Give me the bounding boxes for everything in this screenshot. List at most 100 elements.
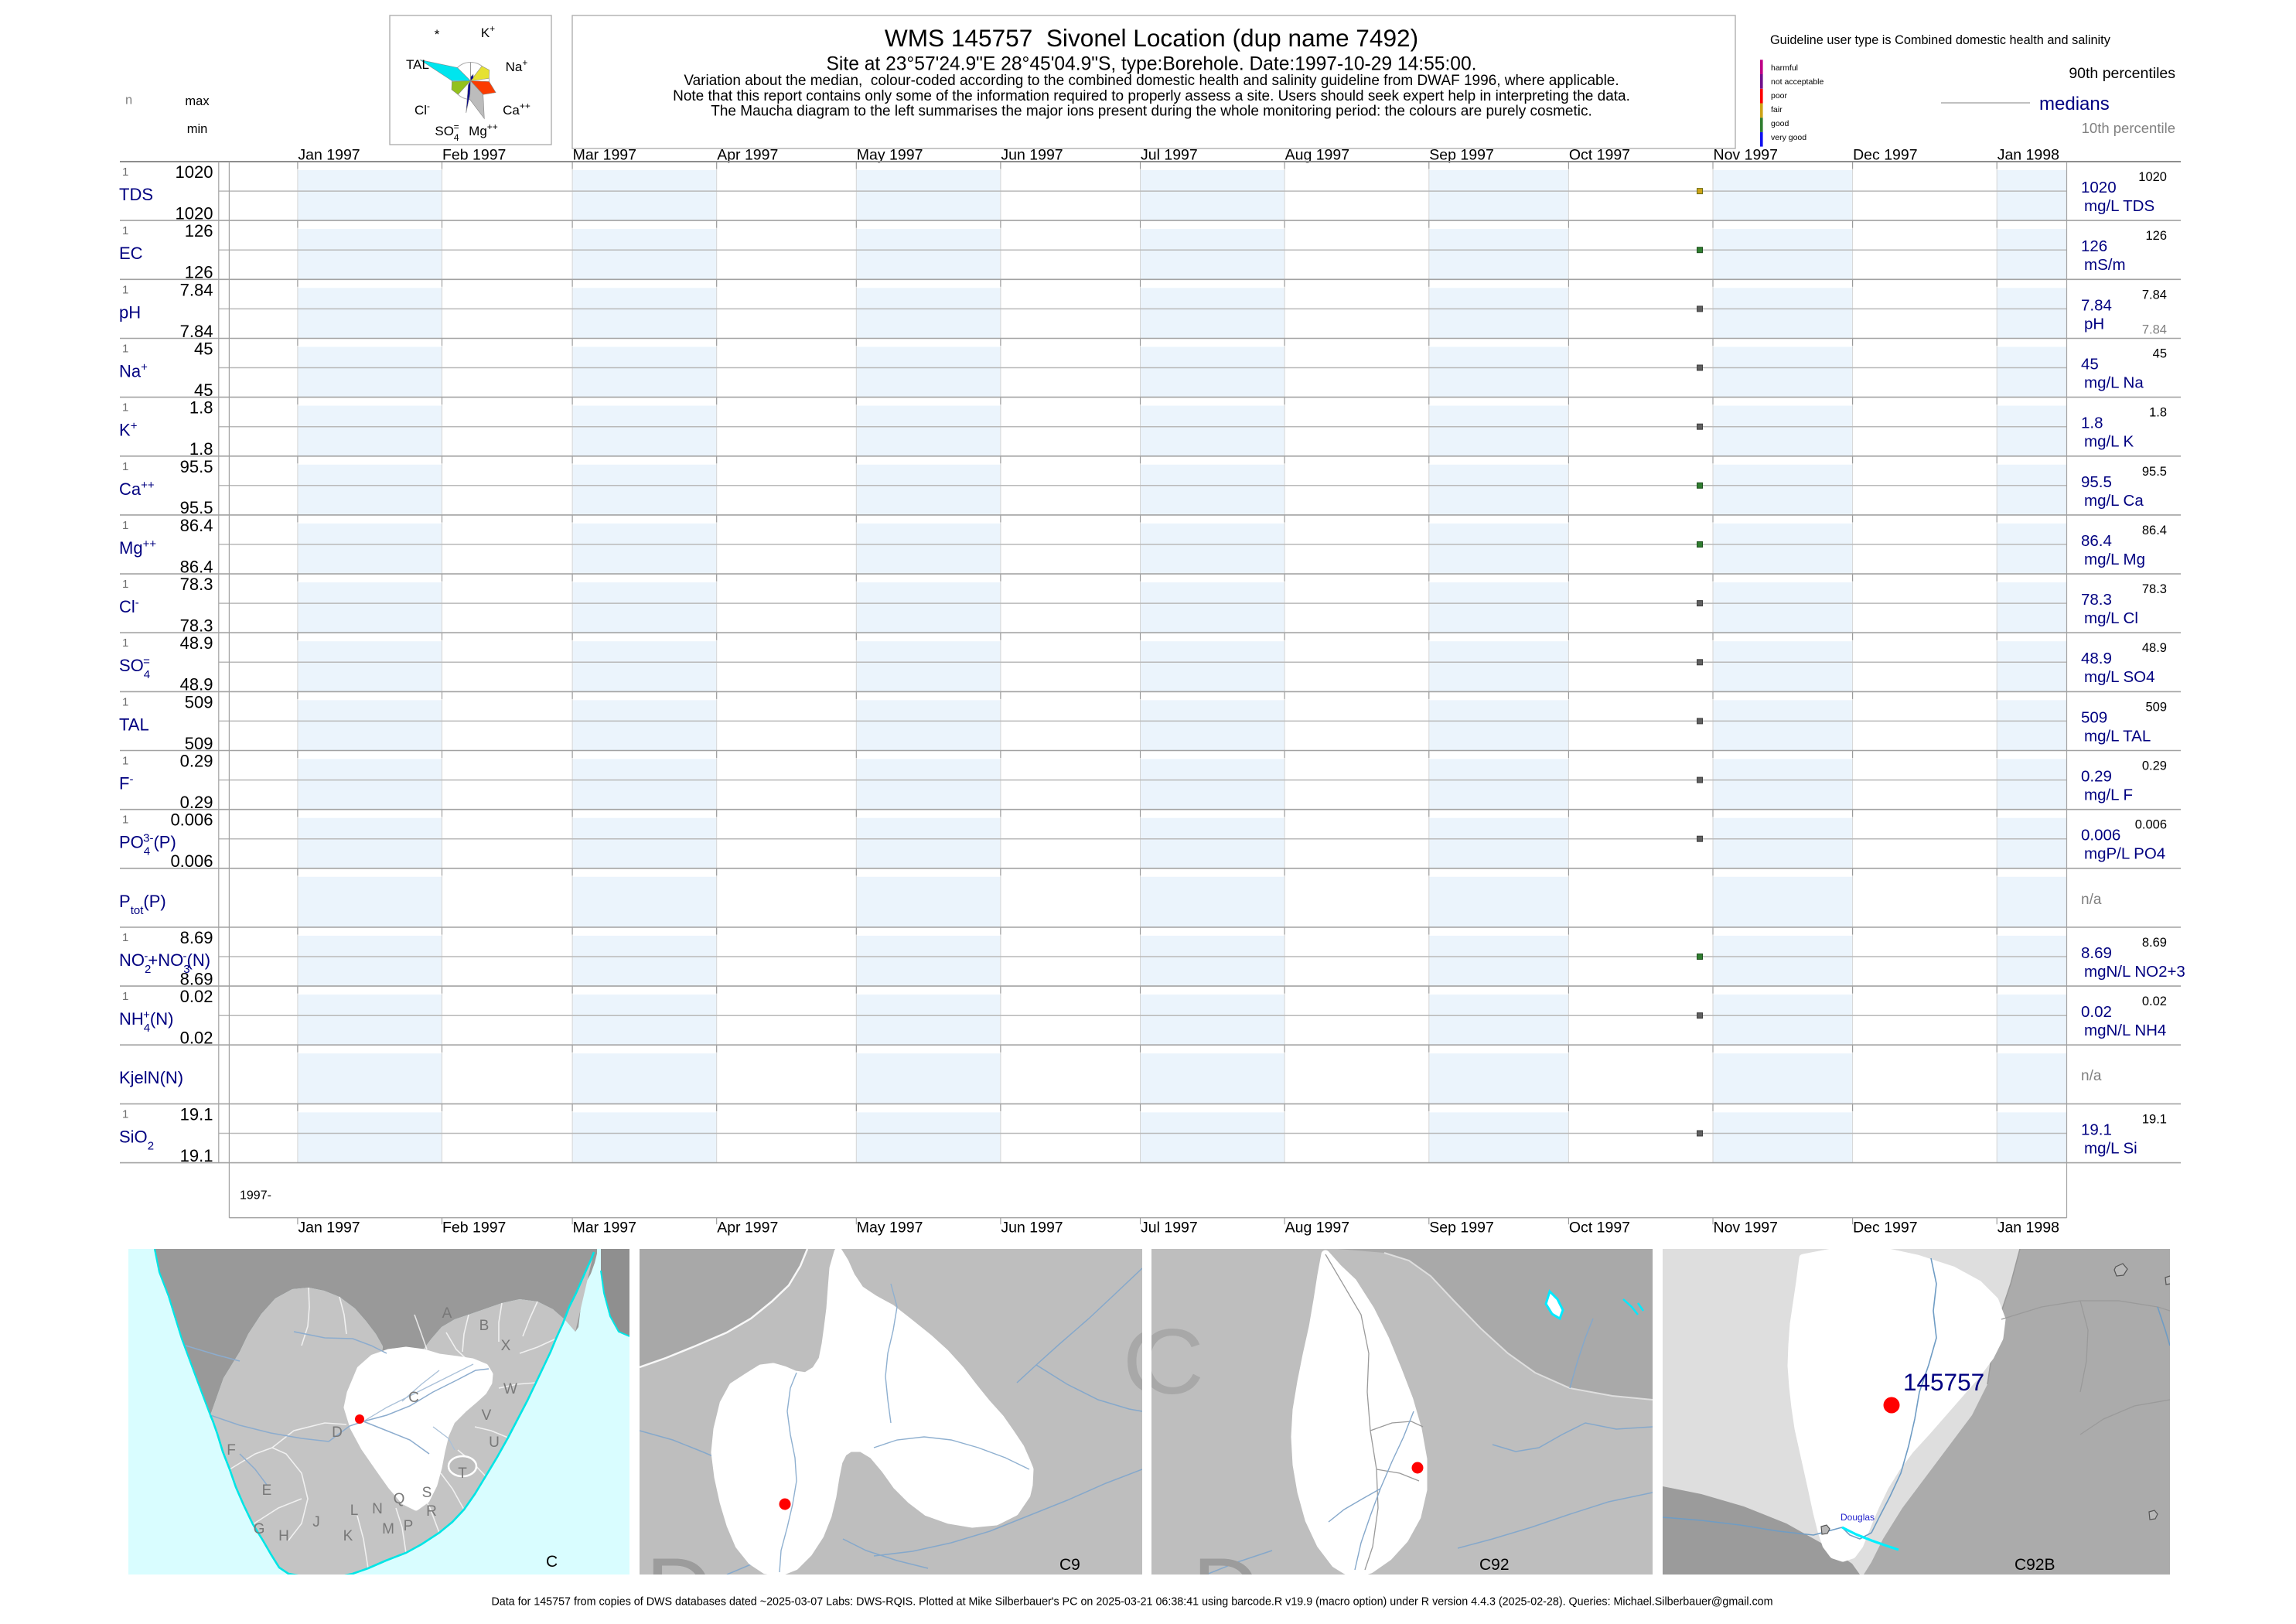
- svg-text:X: X: [501, 1338, 511, 1354]
- svg-text:86.4: 86.4: [180, 516, 213, 535]
- svg-text:R: R: [426, 1503, 437, 1520]
- svg-text:8.69: 8.69: [180, 928, 213, 947]
- svg-text:G: G: [254, 1521, 265, 1537]
- svg-text:C9: C9: [1059, 1556, 1080, 1574]
- svg-text:Feb 1997: Feb 1997: [442, 1219, 506, 1236]
- svg-text:C92: C92: [1479, 1556, 1510, 1574]
- svg-text:45: 45: [2153, 347, 2167, 361]
- svg-text:7.84: 7.84: [2142, 322, 2167, 336]
- svg-text:TDS: TDS: [119, 185, 153, 204]
- svg-text:0.006: 0.006: [2081, 827, 2120, 844]
- svg-text:min: min: [187, 122, 208, 136]
- svg-text:C: C: [408, 1390, 419, 1406]
- svg-text:8.69: 8.69: [2142, 936, 2167, 950]
- svg-text:509: 509: [2145, 700, 2167, 714]
- svg-text:mg/L SO4: mg/L SO4: [2084, 668, 2155, 686]
- svg-text:95.5: 95.5: [180, 498, 213, 517]
- svg-text:19.1: 19.1: [2081, 1121, 2112, 1138]
- svg-text:Nov 1997: Nov 1997: [1714, 1219, 1778, 1236]
- svg-text:Cl-: Cl-: [415, 101, 430, 118]
- svg-text:S: S: [422, 1485, 432, 1501]
- svg-text:mgN/L NO2+3: mgN/L NO2+3: [2084, 963, 2185, 981]
- svg-text:Jan 1998: Jan 1998: [1997, 1219, 2059, 1236]
- svg-text:mg/L TDS: mg/L TDS: [2084, 197, 2154, 215]
- svg-text:0.02: 0.02: [2142, 995, 2167, 1008]
- svg-text:Jan 1998: Jan 1998: [1997, 147, 2059, 164]
- svg-text:0.29: 0.29: [180, 793, 213, 812]
- svg-text:48.9: 48.9: [180, 675, 213, 694]
- svg-text:Jan 1997: Jan 1997: [298, 1219, 360, 1236]
- svg-text:pH: pH: [119, 302, 141, 322]
- svg-text:Jul 1997: Jul 1997: [1141, 1219, 1198, 1236]
- svg-text:Note that this report contains: Note that this report contains only some…: [673, 88, 1630, 104]
- svg-text:max: max: [185, 94, 210, 108]
- svg-text:95.5: 95.5: [180, 457, 213, 476]
- svg-text:mg/L Ca: mg/L Ca: [2084, 492, 2144, 510]
- svg-text:F: F: [227, 1442, 236, 1459]
- svg-text:J: J: [312, 1514, 320, 1530]
- svg-text:C92B: C92B: [2015, 1556, 2055, 1574]
- svg-text:mg/L TAL: mg/L TAL: [2084, 727, 2151, 745]
- svg-text:Aug 1997: Aug 1997: [1285, 1219, 1350, 1236]
- svg-text:Variation about the median, c: Variation about the median, colour-coded…: [684, 73, 1619, 89]
- svg-text:P: P: [404, 1518, 414, 1534]
- svg-text:Jun 1997: Jun 1997: [1001, 1219, 1063, 1236]
- svg-text:mS/m: mS/m: [2084, 256, 2126, 274]
- svg-text:1: 1: [122, 343, 128, 356]
- svg-text:Sep 1997: Sep 1997: [1429, 147, 1494, 164]
- svg-text:45: 45: [2081, 356, 2099, 374]
- svg-text:D: D: [646, 1539, 713, 1624]
- svg-text:Sep 1997: Sep 1997: [1429, 1219, 1494, 1236]
- svg-text:TAL: TAL: [406, 57, 429, 72]
- svg-text:1: 1: [122, 401, 128, 415]
- svg-text:0.29: 0.29: [180, 752, 213, 771]
- svg-text:harmful: harmful: [1771, 63, 1798, 73]
- svg-text:TAL: TAL: [119, 715, 149, 734]
- svg-text:95.5: 95.5: [2142, 465, 2167, 479]
- svg-text:48.9: 48.9: [180, 633, 213, 653]
- svg-text:45: 45: [194, 339, 213, 359]
- svg-text:126: 126: [185, 263, 213, 282]
- svg-text:19.1: 19.1: [2142, 1112, 2167, 1126]
- svg-text:Data for 145757 from copies of: Data for 145757 from copies of DWS datab…: [491, 1596, 1772, 1609]
- svg-text:8.69: 8.69: [180, 970, 213, 989]
- svg-text:95.5: 95.5: [2081, 473, 2112, 491]
- svg-text:509: 509: [185, 734, 213, 753]
- svg-text:86.4: 86.4: [2081, 532, 2112, 550]
- svg-text:L: L: [350, 1503, 359, 1519]
- svg-text:M: M: [382, 1521, 394, 1537]
- svg-text:1: 1: [122, 931, 128, 944]
- svg-text:pH: pH: [2084, 315, 2104, 333]
- svg-text:C: C: [1123, 1310, 1190, 1414]
- svg-text:mg/L Si: mg/L Si: [2084, 1139, 2137, 1157]
- svg-text:1: 1: [122, 695, 128, 708]
- svg-text:N: N: [372, 1501, 383, 1517]
- svg-text:1: 1: [122, 814, 128, 827]
- svg-text:78.3: 78.3: [2142, 582, 2167, 596]
- svg-text:U: U: [489, 1435, 500, 1451]
- svg-text:good: good: [1771, 119, 1789, 128]
- svg-text:T: T: [458, 1465, 467, 1482]
- svg-text:Ca++: Ca++: [119, 478, 155, 499]
- svg-text:45: 45: [194, 380, 213, 400]
- svg-text:7.84: 7.84: [180, 322, 213, 341]
- svg-text:Mar 1997: Mar 1997: [573, 147, 636, 164]
- svg-text:*: *: [435, 27, 440, 42]
- svg-text:Site at 23°57'24.9"E 28°45'04.: Site at 23°57'24.9"E 28°45'04.9"S, type:…: [827, 54, 1477, 75]
- svg-text:1.8: 1.8: [189, 439, 213, 459]
- svg-text:0.006: 0.006: [170, 851, 213, 871]
- svg-text:0.02: 0.02: [2081, 1003, 2112, 1021]
- svg-text:1: 1: [122, 1107, 128, 1121]
- svg-text:KjelN(N): KjelN(N): [119, 1068, 183, 1087]
- svg-text:1: 1: [122, 990, 128, 1003]
- svg-text:mgN/L NH4: mgN/L NH4: [2084, 1022, 2166, 1039]
- svg-text:19.1: 19.1: [180, 1104, 213, 1124]
- svg-text:0.29: 0.29: [2142, 759, 2167, 773]
- svg-text:Oct 1997: Oct 1997: [1569, 147, 1630, 164]
- svg-text:fair: fair: [1771, 105, 1783, 114]
- svg-text:1: 1: [122, 283, 128, 296]
- svg-text:Jan 1997: Jan 1997: [298, 147, 360, 164]
- svg-text:7.84: 7.84: [2142, 288, 2167, 302]
- svg-text:19.1: 19.1: [180, 1146, 213, 1165]
- svg-text:1997-: 1997-: [240, 1189, 271, 1203]
